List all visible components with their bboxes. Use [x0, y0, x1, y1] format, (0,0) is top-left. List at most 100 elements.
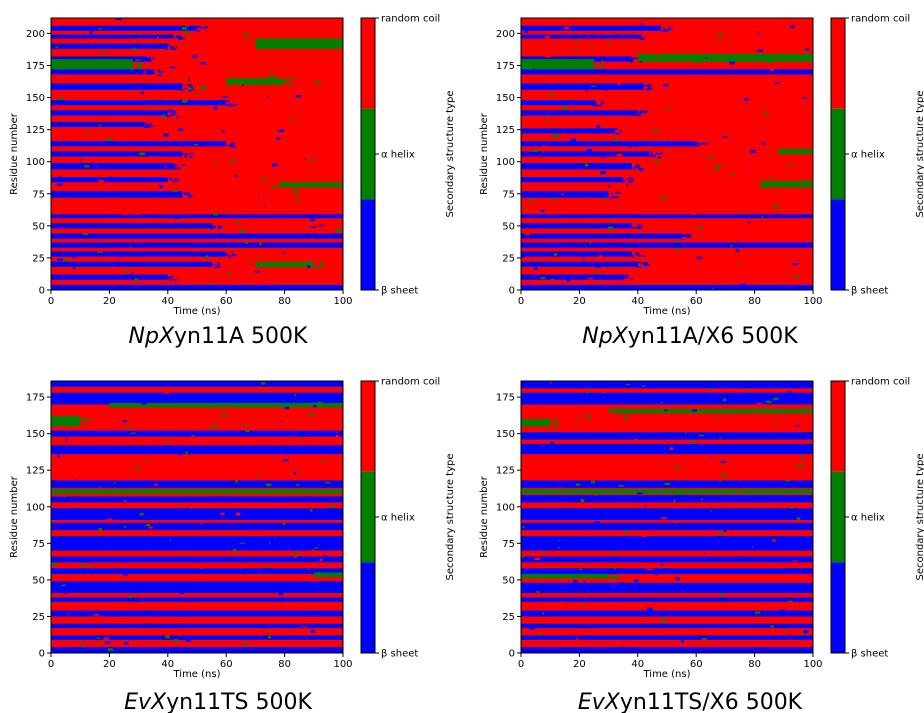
- structure-speckle: [245, 429, 250, 433]
- y-tick-label: 50: [502, 575, 515, 586]
- structure-speckle: [704, 57, 708, 59]
- structure-speckle: [547, 39, 553, 42]
- structure-speckle: [657, 464, 659, 467]
- structure-speckle: [639, 61, 643, 63]
- structure-speckle: [290, 84, 293, 86]
- y-tick-label: 175: [26, 61, 45, 72]
- structure-band: [521, 100, 594, 106]
- x-tick-label: 100: [803, 296, 822, 307]
- structure-speckle: [223, 537, 228, 540]
- structure-speckle: [77, 582, 79, 585]
- structure-speckle: [83, 66, 86, 68]
- structure-speckle: [188, 196, 191, 198]
- structure-speckle: [149, 405, 152, 408]
- structure-speckle: [235, 480, 239, 483]
- structure-speckle: [660, 517, 667, 520]
- structure-speckle: [164, 166, 168, 168]
- structure-speckle: [542, 150, 544, 154]
- structure-speckle: [792, 560, 798, 562]
- structure-speckle: [200, 522, 203, 525]
- structure-speckle: [622, 418, 629, 422]
- structure-speckle: [680, 234, 684, 236]
- structure-band: [521, 419, 551, 427]
- structure-speckle: [561, 106, 568, 110]
- structure-speckle: [594, 270, 598, 274]
- structure-speckle: [663, 409, 668, 411]
- x-tick-label: 20: [103, 296, 116, 307]
- structure-speckle: [623, 277, 627, 279]
- structure-speckle: [171, 110, 176, 113]
- structure-speckle: [590, 390, 592, 393]
- structure-speckle: [681, 238, 684, 241]
- structure-speckle: [220, 414, 227, 417]
- x-tick-label: 40: [161, 659, 174, 670]
- structure-speckle: [200, 86, 207, 90]
- structure-speckle: [642, 385, 645, 388]
- structure-speckle: [553, 197, 557, 201]
- structure-speckle: [183, 87, 187, 90]
- structure-speckle: [123, 212, 128, 216]
- structure-speckle: [699, 225, 703, 229]
- structure-band: [521, 59, 594, 70]
- structure-speckle: [540, 277, 546, 280]
- structure-speckle: [633, 383, 640, 385]
- structure-speckle: [190, 195, 194, 198]
- panel-caption-italic: EvX: [578, 690, 621, 713]
- structure-speckle: [175, 167, 179, 169]
- structure-speckle: [66, 464, 73, 467]
- structure-speckle: [228, 105, 233, 107]
- structure-speckle: [148, 526, 153, 529]
- structure-speckle: [775, 571, 777, 573]
- y-tick-label: 75: [32, 189, 45, 200]
- structure-speckle: [84, 419, 87, 421]
- structure-speckle: [601, 390, 607, 394]
- structure-speckle: [654, 156, 656, 158]
- structure-speckle: [166, 48, 168, 50]
- structure-speckle: [172, 166, 176, 168]
- structure-speckle: [613, 129, 615, 132]
- structure-speckle: [660, 401, 663, 404]
- structure-speckle: [89, 31, 93, 34]
- y-tick-label: 25: [32, 253, 45, 264]
- structure-speckle: [596, 62, 600, 65]
- structure-speckle: [664, 107, 671, 109]
- structure-speckle: [228, 256, 232, 258]
- structure-speckle: [745, 532, 747, 535]
- structure-band: [521, 574, 609, 579]
- structure-speckle: [659, 152, 664, 155]
- y-tick-label: 25: [32, 612, 45, 623]
- structure-speckle: [135, 59, 141, 61]
- structure-speckle: [117, 40, 122, 42]
- structure-speckle: [283, 459, 289, 462]
- structure-speckle: [729, 173, 735, 176]
- structure-band: [51, 480, 343, 488]
- y-tick-label: 150: [26, 429, 45, 440]
- structure-speckle: [766, 61, 771, 64]
- structure-speckle: [541, 209, 545, 213]
- structure-speckle: [200, 559, 203, 563]
- structure-speckle: [741, 230, 746, 234]
- structure-speckle: [584, 163, 589, 167]
- colorbar-tick-beta-sheet: β sheet: [851, 286, 888, 297]
- structure-speckle: [621, 646, 625, 650]
- structure-speckle: [611, 566, 613, 568]
- structure-speckle: [592, 101, 597, 103]
- structure-speckle: [636, 35, 642, 38]
- structure-speckle: [680, 640, 684, 643]
- structure-speckle: [98, 60, 101, 63]
- structure-speckle: [800, 19, 804, 21]
- structure-speckle: [256, 474, 258, 477]
- structure-speckle: [662, 123, 665, 126]
- structure-speckle: [177, 128, 184, 131]
- colorbar-alpha-helix: [831, 471, 845, 563]
- structure-speckle: [57, 454, 60, 458]
- structure-speckle: [663, 29, 668, 31]
- structure-band: [521, 261, 638, 267]
- structure-speckle: [709, 629, 715, 633]
- structure-speckle: [621, 180, 626, 183]
- structure-speckle: [595, 266, 601, 268]
- structure-speckle: [213, 213, 218, 216]
- structure-band: [51, 251, 227, 257]
- structure-band: [521, 274, 624, 280]
- structure-speckle: [522, 525, 525, 529]
